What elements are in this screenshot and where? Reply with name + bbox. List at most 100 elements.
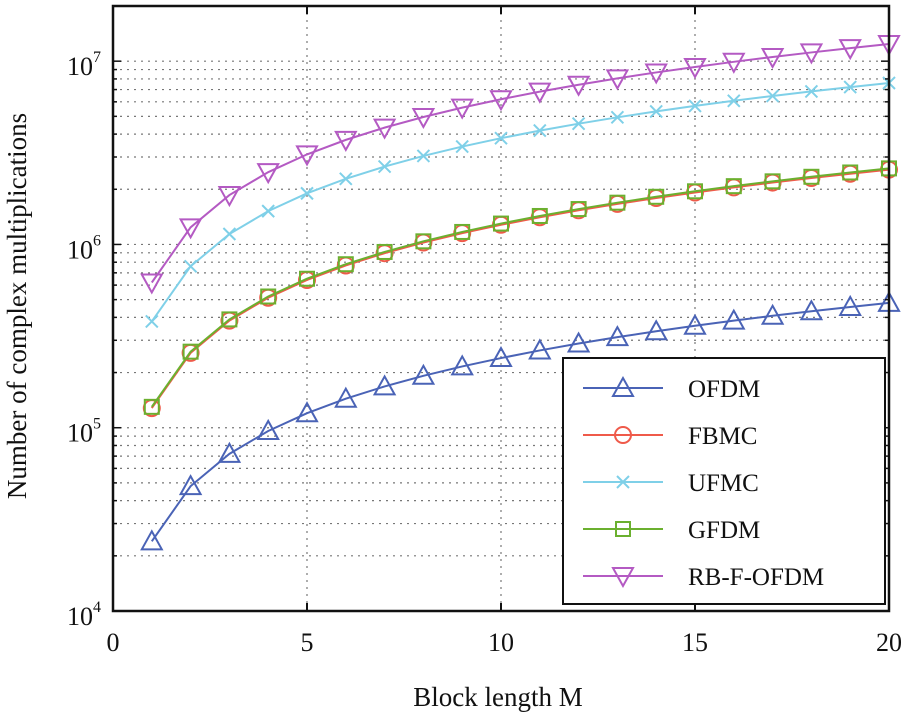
data-point-rb-f-ofdm [178,218,203,240]
legend-item-rb-f-ofdm: RB-F-OFDM [583,564,824,591]
y-tick-label: 106 [67,232,101,264]
data-point-rb-f-ofdm [528,82,552,104]
data-point-ufmc [688,99,702,113]
x-tick-label: 15 [682,628,708,657]
data-point-ufmc [222,227,237,241]
data-point-ufmc [804,84,819,99]
legend-label-ofdm: OFDM [688,376,760,403]
data-point-gfdm [260,288,277,305]
x-axis-label: Block length M [413,682,583,712]
legend-label-fbmc: FBMC [688,423,757,450]
data-point-ofdm [295,401,319,423]
y-tick-label: 105 [67,416,101,448]
data-point-rb-f-ofdm [334,130,358,152]
data-point-ofdm [178,474,203,496]
data-point-rb-f-ofdm [217,186,242,208]
data-point-ofdm [411,363,436,385]
data-point-gfdm [337,256,354,273]
legend: OFDM FBMC UFMC GFDM RB-F-OFDM [562,357,886,605]
data-point-ofdm [644,319,668,341]
data-point-gfdm [764,173,781,190]
x-tick-label: 20 [876,628,902,657]
data-point-ufmc [649,104,663,119]
data-point-gfdm [725,178,742,195]
legend-label-ufmc: UFMC [688,470,759,497]
data-point-ofdm [140,529,164,551]
data-point-gfdm [454,223,471,240]
data-point-rb-f-ofdm [140,273,164,295]
legend-marker-rb-f-ofdm [611,567,635,589]
data-point-gfdm [221,311,238,328]
data-point-ufmc [300,186,314,201]
data-point-ufmc [339,172,353,186]
data-point-ofdm [605,325,630,347]
data-point-rb-f-ofdm [760,47,785,70]
data-point-gfdm [803,168,820,185]
data-point-gfdm [376,243,393,260]
legend-marker-gfdm [615,521,631,537]
data-point-ufmc [571,116,586,131]
legend-marker-ufmc [616,475,630,489]
data-point-rb-f-ofdm [799,43,824,65]
data-point-rb-f-ofdm [683,57,707,80]
data-point-ofdm [683,313,707,335]
data-point-rb-f-ofdm [722,52,746,74]
legend-item-gfdm: GFDM [583,517,760,544]
data-point-ofdm [450,354,474,376]
data-point-ufmc [727,94,741,108]
data-point-ofdm [334,386,358,408]
data-point-ofdm [256,418,280,440]
series-ofdm [140,290,901,551]
x-tick-label: 5 [301,628,314,657]
legend-marker-ofdm [611,375,635,397]
data-point-rb-f-ofdm [411,107,436,130]
data-point-ufmc [765,89,780,103]
data-point-ofdm [760,303,785,325]
data-point-gfdm [415,233,432,250]
data-point-ufmc [494,131,508,145]
data-point-ufmc [455,139,469,154]
data-point-gfdm [493,215,509,232]
data-point-ufmc [533,123,547,138]
data-point-rb-f-ofdm [256,163,280,185]
data-point-rb-f-ofdm [566,75,591,97]
x-tick-label: 10 [488,628,514,657]
data-point-ufmc [261,204,275,218]
data-point-ofdm [489,345,513,368]
data-point-rb-f-ofdm [450,98,474,120]
data-point-rb-f-ofdm [605,69,630,91]
data-point-rb-f-ofdm [372,118,397,140]
data-point-gfdm [570,201,587,218]
data-point-gfdm [687,183,703,200]
data-point-ofdm [372,374,397,396]
legend-item-ofdm: OFDM [583,375,760,403]
x-tick-label: 0 [107,628,120,657]
data-point-ufmc [416,149,431,163]
data-point-gfdm [842,164,859,181]
y-axis-label: Number of complex multiplications [2,113,32,499]
series-line-ufmc [150,82,890,323]
data-point-rb-f-ofdm [295,145,319,167]
legend-label-gfdm: GFDM [688,517,760,544]
data-point-ufmc [183,259,198,273]
series-rb-f-ofdm [140,35,901,295]
data-point-rb-f-ofdm [838,39,862,61]
data-point-gfdm [299,270,315,287]
data-point-ofdm [722,308,746,330]
data-point-gfdm [648,188,665,205]
y-tick-label: 104 [67,599,101,631]
data-point-ofdm [528,338,552,360]
data-point-gfdm [531,207,548,224]
data-point-gfdm [182,343,199,360]
data-point-ufmc [377,159,392,174]
data-point-ofdm [217,441,242,463]
data-point-ofdm [566,331,591,353]
data-point-gfdm [609,194,626,211]
legend-item-ufmc: UFMC [583,470,759,497]
data-point-rb-f-ofdm [644,63,668,85]
data-point-ofdm [799,299,824,321]
series-ufmc [145,76,896,329]
data-point-gfdm [143,398,160,415]
data-point-ufmc [145,314,159,329]
